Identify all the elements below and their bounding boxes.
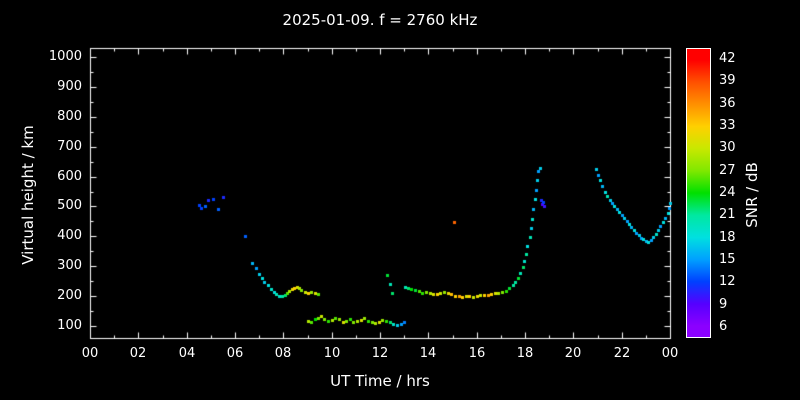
colorbar-tick-label: 24	[719, 185, 736, 200]
y-tick-label: 700	[57, 139, 82, 154]
y-tick-label: 800	[57, 109, 82, 124]
colorbar-tick-label: 27	[719, 163, 736, 178]
colorbar-tick-label: 6	[719, 319, 728, 334]
colorbar-tick-label: 39	[719, 73, 736, 88]
colorbar-tick-label: 30	[719, 140, 736, 155]
colorbar-tick-label: 9	[719, 297, 728, 312]
colorbar	[686, 48, 711, 338]
y-axis-label: Virtual height / km	[19, 125, 37, 265]
chart-title: 2025-01-09. f = 2760 kHz	[282, 11, 478, 29]
colorbar-tick-label: 42	[719, 51, 736, 66]
y-tick-label: 400	[57, 228, 82, 243]
x-tick-label: 00	[661, 346, 679, 361]
y-tick-label: 200	[57, 288, 82, 303]
x-tick-label: 10	[323, 346, 341, 361]
y-tick-label: 300	[57, 258, 82, 273]
colorbar-tick-label: 18	[719, 230, 736, 245]
x-tick-label: 20	[564, 346, 582, 361]
colorbar-tick-label: 12	[719, 274, 736, 289]
y-tick-label: 500	[57, 198, 82, 213]
colorbar-tick-label: 33	[719, 118, 736, 133]
x-tick-label: 02	[129, 346, 147, 361]
x-tick-label: 04	[178, 346, 196, 361]
colorbar-tick-label: 21	[719, 207, 736, 222]
y-tick-label: 1000	[48, 49, 82, 64]
x-tick-label: 22	[613, 346, 631, 361]
x-axis-label: UT Time / hrs	[330, 372, 430, 390]
x-tick-label: 14	[419, 346, 437, 361]
x-tick-label: 06	[226, 346, 244, 361]
x-tick-label: 00	[81, 346, 99, 361]
colorbar-tick-label: 36	[719, 96, 736, 111]
x-tick-label: 12	[371, 346, 389, 361]
x-tick-label: 18	[516, 346, 534, 361]
y-tick-label: 100	[57, 318, 82, 333]
y-tick-label: 900	[57, 79, 82, 94]
x-tick-label: 08	[274, 346, 292, 361]
y-tick-label: 600	[57, 169, 82, 184]
x-tick-label: 16	[468, 346, 486, 361]
colorbar-tick-label: 15	[719, 252, 736, 267]
